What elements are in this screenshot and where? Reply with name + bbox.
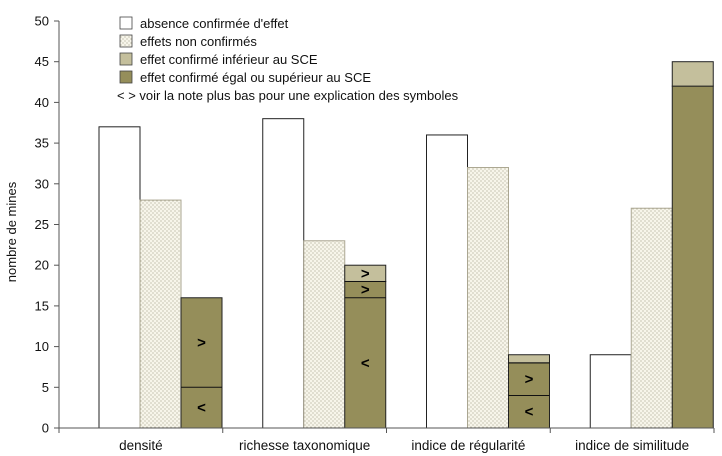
- bar-3-0: [180, 297, 223, 429]
- y-tick-label-4: 20: [35, 258, 49, 273]
- y-tick-label-10: 50: [35, 14, 49, 29]
- category-label-2: indice de régularité: [411, 438, 525, 453]
- segment-symbol-0-0: <: [197, 400, 206, 417]
- segment-symbol-1-2: >: [361, 265, 370, 282]
- bars: <><>><>: [98, 61, 714, 429]
- legend-label-1: effets non confirmés: [140, 34, 257, 49]
- legend-swatch-0: [119, 16, 133, 30]
- y-tick-label-8: 40: [35, 95, 49, 110]
- y-tick-label-2: 10: [35, 339, 49, 354]
- bar-2-2: [508, 354, 550, 364]
- y-tick-label-1: 5: [42, 380, 49, 395]
- bar-1-2: [467, 167, 509, 429]
- y-tick-label-5: 25: [35, 217, 49, 232]
- category-label-0: densité: [119, 438, 163, 453]
- legend-label-0: absence confirmée d'effet: [140, 16, 289, 31]
- bar-0-2: [426, 134, 468, 429]
- y-tick-label-3: 15: [35, 298, 49, 313]
- category-label-1: richesse taxonomique: [239, 438, 370, 453]
- y-tick-label-6: 30: [35, 176, 49, 191]
- bar-1-0: [139, 199, 182, 429]
- segment-symbol-0-1: >: [197, 335, 206, 352]
- legend-label-3: effet confirmé égal ou supérieur au SCE: [140, 70, 371, 85]
- segment-symbol-2-0: <: [525, 404, 534, 421]
- bar-0-0: [98, 126, 141, 429]
- y-tick-label-9: 45: [35, 54, 49, 69]
- legend-swatch-1: [119, 34, 133, 48]
- segment-symbol-2-1: >: [525, 371, 534, 388]
- bar-0-3: [589, 354, 632, 429]
- bar-3-3: [671, 85, 714, 429]
- y-tick-label-7: 35: [35, 136, 49, 151]
- axes: [58, 21, 715, 433]
- legend-note: < > voir la note plus bas pour une expli…: [117, 88, 459, 103]
- segment-symbol-1-0: <: [361, 355, 370, 372]
- category-label-3: indice de similitude: [575, 438, 689, 453]
- category-labels: densité richesse taxonomique indice de rég…: [119, 438, 689, 453]
- legend-swatch-2: [119, 52, 133, 66]
- legend-label-2: effet confirmé inférieur au SCE: [140, 52, 318, 67]
- y-tick-label-0: 0: [42, 421, 49, 436]
- bar-0-1: [262, 118, 305, 429]
- segment-symbol-1-1: >: [361, 282, 370, 299]
- legend: absence confirmée d'effet effets non conf…: [117, 16, 459, 103]
- bar-1-1: [303, 240, 346, 429]
- bar-2-3: [671, 61, 714, 87]
- y-axis-ticks: 0 5 10 15 20 25 30 35 40 45 50: [35, 14, 59, 436]
- legend-swatch-3: [119, 70, 133, 84]
- bar-1-3: [630, 207, 673, 429]
- y-axis-label: nombre de mines: [4, 181, 19, 282]
